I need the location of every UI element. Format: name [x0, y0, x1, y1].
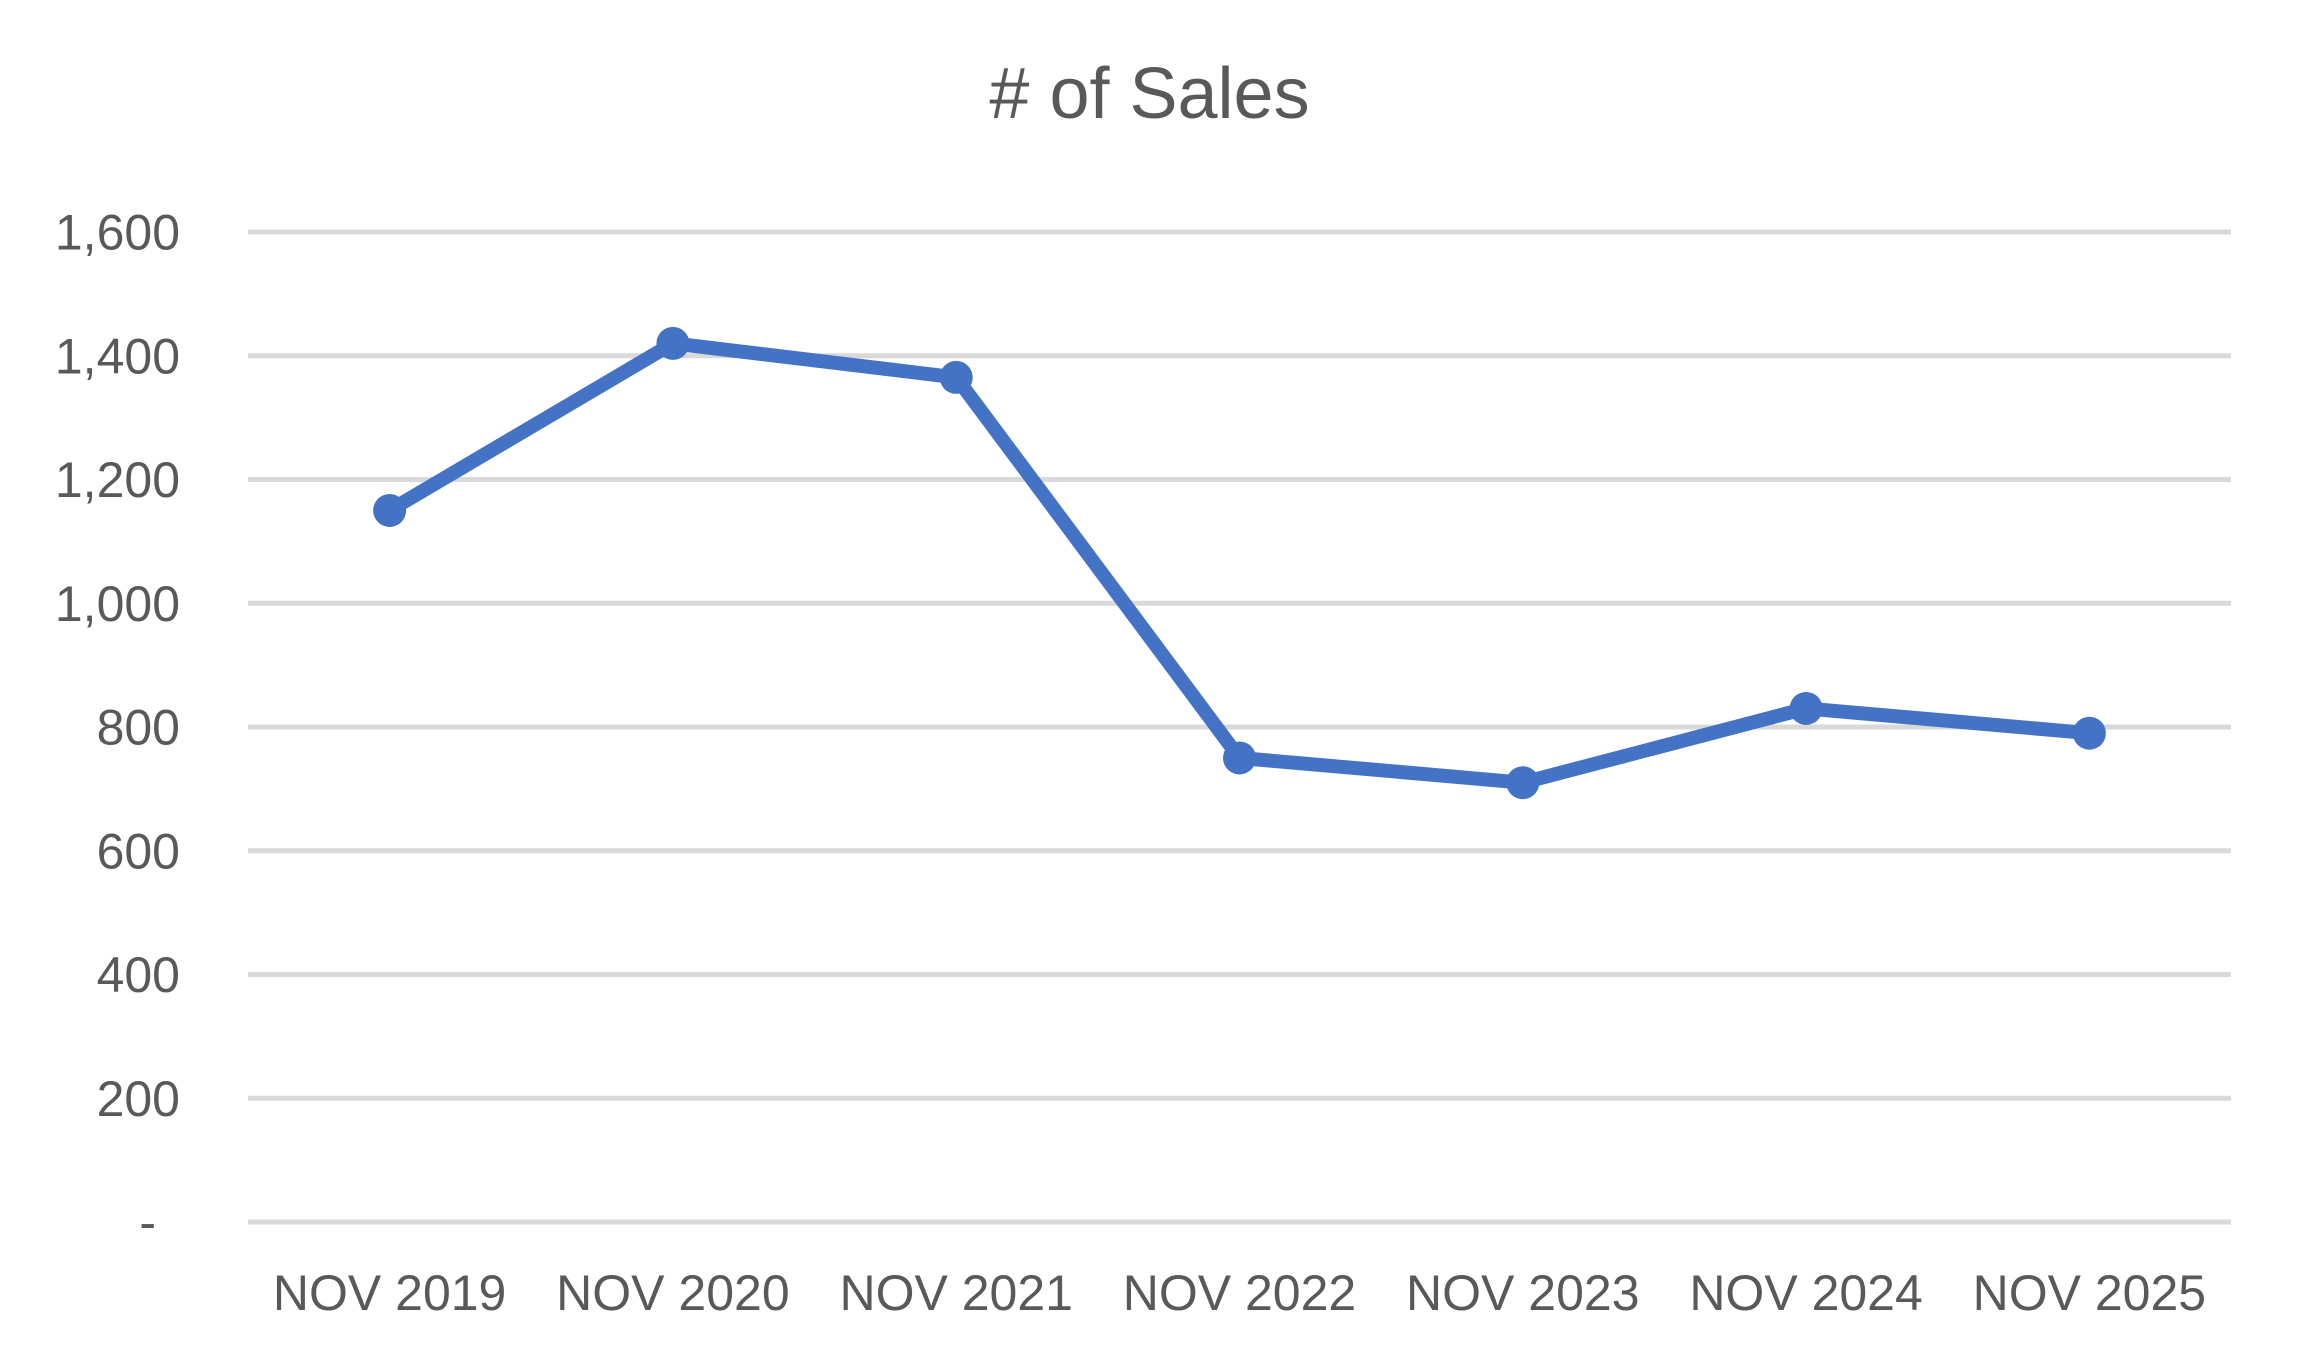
y-tick-label-1200: 1,200	[55, 452, 180, 508]
data-point-marker-nov-2022	[1223, 741, 1256, 775]
y-tick-label-800: 800	[97, 700, 180, 756]
x-tick-label-nov-2019: NOV 2019	[273, 1265, 506, 1321]
y-tick-label-400: 400	[97, 947, 180, 1003]
series-group	[373, 326, 2106, 800]
gridlines-group	[248, 229, 2231, 1225]
data-point-marker-nov-2021	[939, 360, 973, 394]
y-axis-tick-labels: - 200 400 600 800 1,000 1,200 1,400 1,600	[55, 205, 180, 1251]
data-point-marker-nov-2020	[656, 326, 690, 360]
y-tick-label-1400: 1,400	[55, 328, 180, 384]
x-tick-label-nov-2022: NOV 2022	[1123, 1265, 1356, 1321]
data-point-marker-nov-2023	[1506, 766, 1540, 800]
data-point-marker-nov-2025	[2072, 716, 2106, 750]
chart-title: # of Sales	[989, 54, 1310, 134]
x-tick-label-nov-2025: NOV 2025	[1973, 1265, 2206, 1321]
y-tick-label-1600: 1,600	[55, 205, 180, 261]
data-point-marker-nov-2024	[1789, 691, 1823, 725]
x-tick-label-nov-2020: NOV 2020	[556, 1265, 789, 1321]
y-tick-label-600: 600	[97, 823, 180, 879]
series-line	[382, 336, 2097, 790]
x-tick-label-nov-2024: NOV 2024	[1689, 1265, 1922, 1321]
y-tick-label-: -	[139, 1195, 156, 1251]
y-tick-label-1000: 1,000	[55, 576, 180, 632]
data-point-marker-nov-2019	[373, 493, 407, 527]
x-tick-label-nov-2021: NOV 2021	[839, 1265, 1072, 1321]
x-axis-tick-labels: NOV 2019 NOV 2020 NOV 2021 NOV 2022 NOV 2023…	[273, 1265, 2206, 1321]
x-tick-label-nov-2023: NOV 2023	[1406, 1265, 1639, 1321]
y-tick-label-200: 200	[97, 1071, 180, 1127]
